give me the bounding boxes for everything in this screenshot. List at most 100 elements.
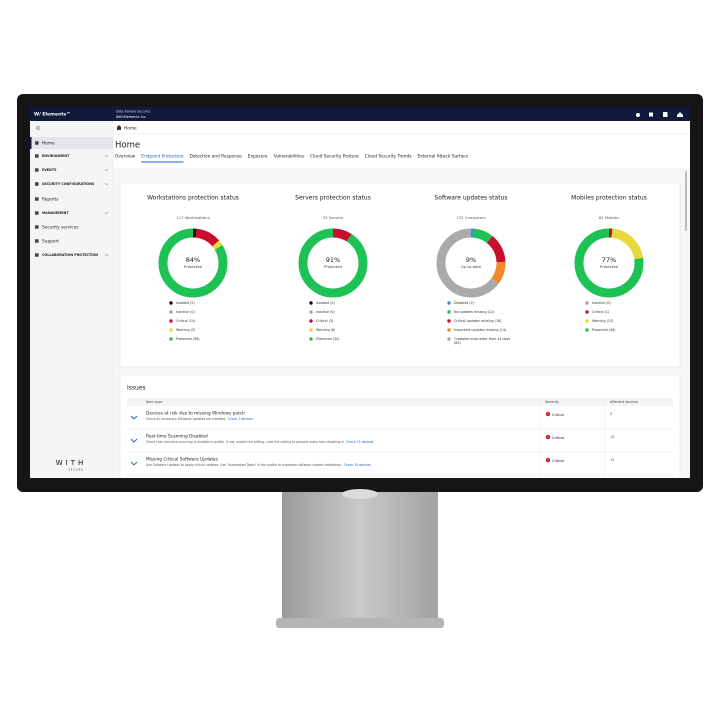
legend-label: Protected (48)	[592, 328, 616, 332]
donut-segment	[436, 228, 506, 298]
icon-apps[interactable]	[663, 112, 668, 117]
donut-center-value: 91%	[326, 256, 340, 264]
legend-swatch	[447, 319, 451, 323]
tab[interactable]: Endpoint Protection	[141, 154, 184, 160]
icon-user[interactable]	[677, 112, 683, 117]
legend-label: Warning (3)	[176, 328, 195, 332]
nav-item[interactable]: Support	[42, 239, 59, 245]
nav-icon	[35, 197, 39, 201]
legend-label: Warning (13)	[592, 319, 613, 323]
donut-segment	[436, 228, 506, 298]
icon-notifications[interactable]	[636, 113, 640, 117]
donut-segment	[298, 228, 368, 298]
nav-icon	[35, 168, 39, 172]
legend-swatch	[169, 310, 173, 314]
legend-label: Warning (0)	[316, 328, 335, 332]
donut-center-value: 77%	[602, 256, 616, 264]
nav-item[interactable]: Security services	[42, 225, 79, 231]
monitor-stand	[282, 492, 438, 628]
legend-swatch	[169, 328, 173, 332]
severity: Critical	[552, 459, 564, 463]
tab[interactable]: Vulnerabilities	[274, 154, 305, 160]
legend-label: Critical (3)	[316, 319, 333, 323]
legend-swatch	[447, 328, 451, 332]
issue-link[interactable]: Check 2 devices	[228, 417, 254, 421]
nav-item[interactable]: Reports	[42, 197, 59, 203]
issue-title: Devices at risk due to missing Windows p…	[146, 411, 245, 417]
severity-icon-mark	[547, 435, 549, 438]
nav-item[interactable]: SECURITY CONFIGURATIONS	[42, 182, 95, 186]
issue-title: Missing Critical Software Updates	[146, 457, 219, 463]
issue-link[interactable]: Check 15 devices	[344, 463, 372, 467]
expand-chevron[interactable]	[130, 415, 138, 420]
topbar-icons	[636, 112, 683, 117]
nav-icon	[35, 154, 39, 158]
sidebar-active	[30, 137, 113, 149]
icon-messages[interactable]	[649, 112, 653, 117]
issue-description: Check all necessary Windows updates are …	[146, 417, 226, 421]
legend-swatch	[309, 337, 313, 341]
legend-label: No updates missing (12)	[454, 310, 494, 314]
issues-panel	[119, 374, 681, 478]
nav-chevron	[104, 254, 109, 257]
tab[interactable]: Exposure	[248, 154, 268, 160]
logo: WITH	[56, 459, 87, 467]
table-header-bg	[127, 398, 673, 406]
legend-label: Outdated scan older than 14 days (85)	[454, 337, 511, 345]
tab[interactable]: Detection and Response	[189, 154, 242, 160]
screen: W/ Elements™ Data Fellows SecurityWithEle…	[30, 107, 690, 478]
issues-title: Issues	[127, 385, 146, 392]
donut-center-label: Protected	[600, 264, 619, 269]
card-subtitle: 117 Workstations	[176, 215, 209, 220]
nav-item[interactable]: Home	[42, 141, 55, 147]
legend-swatch	[169, 337, 173, 341]
tab[interactable]: Cloud Security Posture	[310, 154, 359, 160]
collapse-icon[interactable]	[35, 125, 41, 131]
org-name: Data Fellows Security	[116, 110, 150, 114]
issue-description: Use Software Updater to apply critical u…	[146, 463, 342, 467]
company-name: WithElements Inc	[116, 115, 146, 119]
nav-chevron	[104, 212, 109, 215]
legend-swatch	[447, 337, 451, 341]
severity: Critical	[552, 436, 564, 440]
expand-chevron[interactable]	[130, 461, 138, 466]
legend-label: Protected (98)	[176, 337, 200, 341]
legend-label: Isolated (2)	[176, 301, 195, 305]
donut-center-label: Up-to-date	[461, 264, 482, 269]
donut-segment	[158, 228, 228, 298]
expand-chevron[interactable]	[130, 438, 138, 443]
legend-label: Important updates missing (14)	[454, 328, 506, 332]
column-header: Affected devices	[610, 400, 638, 404]
legend-label: Isolated (0)	[316, 301, 335, 305]
affected-devices: 15	[610, 435, 614, 439]
legend-label: Critical (1)	[592, 310, 609, 314]
tab[interactable]: External Attack Surface	[417, 154, 468, 160]
card-subtitle: 33 Servers	[323, 215, 343, 220]
tab[interactable]: Overview	[115, 154, 136, 160]
legend-swatch	[585, 301, 589, 305]
column-header: Severity	[545, 400, 559, 404]
nav-chevron	[104, 169, 109, 172]
nav-item[interactable]: COLLABORATION PROTECTION	[42, 253, 98, 257]
donut-segment	[574, 228, 644, 298]
nav-item[interactable]: MANAGEMENT	[42, 211, 69, 215]
legend-swatch	[585, 328, 589, 332]
issue-link[interactable]: Check 15 devices	[346, 440, 374, 444]
scrollbar[interactable]	[685, 171, 687, 231]
severity: Critical	[552, 413, 564, 417]
legend-swatch	[585, 319, 589, 323]
tab-underline	[141, 161, 184, 163]
donut-center-label: Protected	[184, 264, 203, 269]
brand: W/ Elements™	[34, 112, 71, 118]
legend-label: Protected (30)	[316, 337, 340, 341]
legend-label: Inactive (0)	[592, 301, 611, 305]
tab[interactable]: Cloud Security Trends	[365, 154, 412, 160]
card-title: Mobiles protection status	[571, 195, 647, 202]
legend-swatch	[309, 328, 313, 332]
nav-item[interactable]: EVENTS	[42, 168, 57, 172]
home-icon	[117, 125, 121, 130]
nav-item[interactable]: ENVIRONMENT	[42, 154, 70, 158]
column-header: Item type	[146, 400, 162, 404]
